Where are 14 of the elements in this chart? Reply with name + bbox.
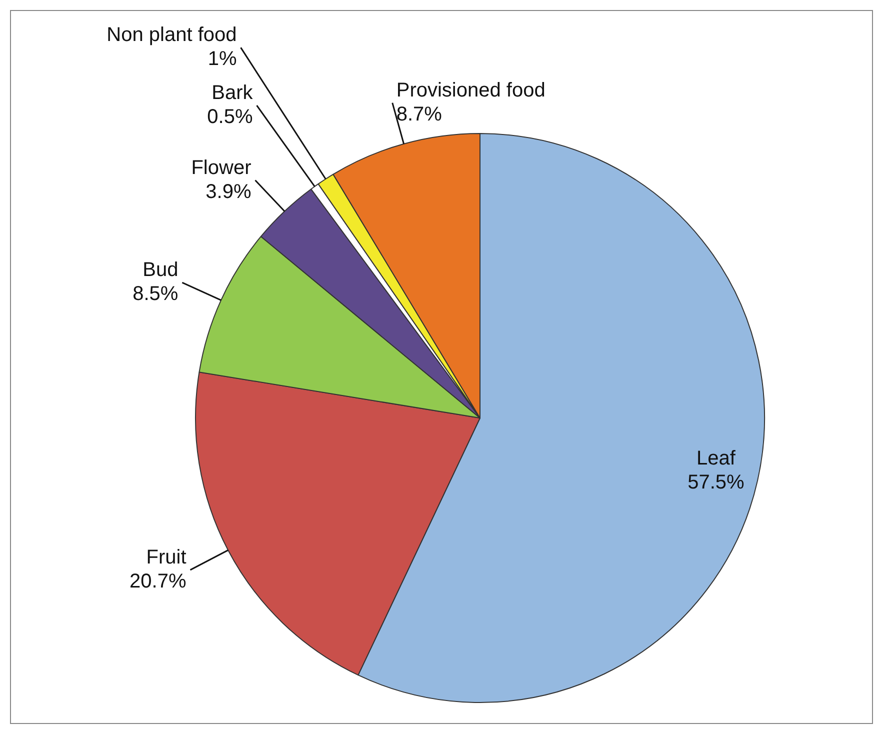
data-label: 8.7% (396, 103, 442, 126)
slice-label: Bark (212, 82, 254, 104)
data-label: 57.5% (688, 472, 744, 494)
data-label: 0.5% (207, 106, 253, 128)
slice-label: Leaf (696, 448, 736, 470)
slice-label: Non plant food (106, 24, 237, 46)
slice-label: Fruit (146, 546, 187, 568)
slice-label: Flower (191, 156, 252, 179)
slice-label: Bud (142, 259, 178, 282)
data-label: 20.7% (130, 570, 186, 592)
data-label: 3.9% (206, 180, 252, 203)
slice-label: Provisioned food (396, 79, 546, 102)
data-label: 1% (208, 48, 237, 70)
data-label: 8.5% (132, 283, 178, 306)
